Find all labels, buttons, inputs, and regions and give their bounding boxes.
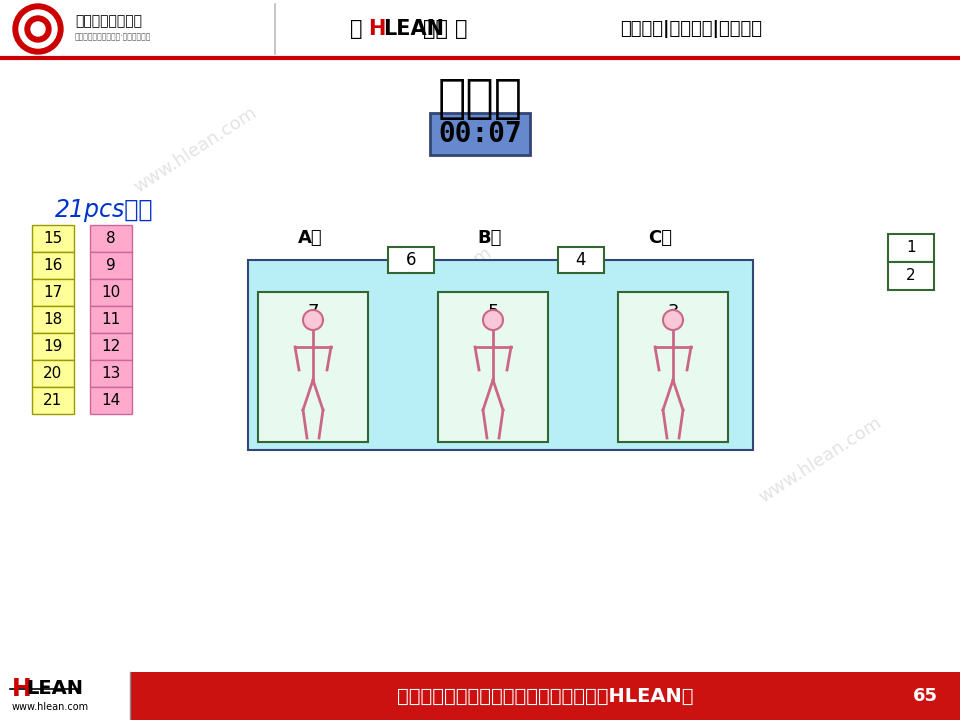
Text: 学堂: 学堂 [423, 19, 448, 39]
Text: H: H [368, 19, 385, 39]
Bar [90, 306, 132, 333]
Text: 精益生产|智能制造|管理前沿: 精益生产|智能制造|管理前沿 [620, 20, 762, 38]
Text: 6: 6 [406, 251, 417, 269]
Text: 做行业标杆，找精弘益；要幸福高效，用HLEAN！: 做行业标杆，找精弘益；要幸福高效，用HLEAN！ [396, 686, 693, 706]
Bar [90, 225, 132, 252]
Text: H: H [12, 677, 32, 701]
Circle shape [31, 22, 45, 36]
Bar [258, 292, 368, 442]
Text: 21pcs产品: 21pcs产品 [55, 198, 154, 222]
Text: LEAN: LEAN [383, 19, 444, 39]
Text: 中国先进精益管理体系·智能制造系统: 中国先进精益管理体系·智能制造系统 [75, 32, 152, 42]
Bar [90, 387, 132, 414]
Bar [248, 260, 753, 450]
Text: C站: C站 [648, 229, 672, 247]
Text: 精益生产促进中心: 精益生产促进中心 [75, 14, 142, 28]
Text: 20: 20 [43, 366, 62, 381]
Text: www.hlean.com: www.hlean.com [366, 243, 494, 336]
Text: 》: 》 [455, 19, 468, 39]
Bar [32, 252, 74, 279]
Bar [888, 262, 934, 290]
Bar [438, 292, 548, 442]
Text: 3: 3 [667, 303, 679, 321]
Bar [32, 306, 74, 333]
Circle shape [483, 310, 503, 330]
Bar [388, 247, 434, 273]
Bar [888, 234, 934, 262]
Text: 65: 65 [913, 687, 938, 705]
Bar [32, 387, 74, 414]
Text: 13: 13 [102, 366, 121, 381]
Text: A站: A站 [298, 229, 323, 247]
Circle shape [303, 310, 323, 330]
Bar [32, 360, 74, 387]
Text: 2: 2 [906, 269, 916, 284]
Bar [0, 672, 960, 720]
Text: 17: 17 [43, 285, 62, 300]
Circle shape [663, 310, 683, 330]
Text: 11: 11 [102, 312, 121, 327]
Bar [0, 0, 960, 58]
Text: 16: 16 [43, 258, 62, 273]
Text: 10: 10 [102, 285, 121, 300]
Text: 5: 5 [488, 303, 499, 321]
Circle shape [25, 16, 51, 42]
Bar [32, 333, 74, 360]
Text: B站: B站 [478, 229, 502, 247]
Bar [558, 247, 604, 273]
Text: 1: 1 [906, 240, 916, 256]
Text: 21: 21 [43, 393, 62, 408]
Text: 7: 7 [307, 303, 319, 321]
Bar [90, 360, 132, 387]
Circle shape [13, 4, 63, 54]
Text: 9: 9 [107, 258, 116, 273]
Text: 18: 18 [43, 312, 62, 327]
Circle shape [19, 10, 57, 48]
Text: 19: 19 [43, 339, 62, 354]
Bar [32, 279, 74, 306]
Text: 单件流: 单件流 [438, 78, 522, 122]
Text: 4: 4 [576, 251, 587, 269]
Bar [32, 225, 74, 252]
Text: 12: 12 [102, 339, 121, 354]
Bar [90, 279, 132, 306]
Bar [90, 252, 132, 279]
Text: 15: 15 [43, 231, 62, 246]
Bar [0, 672, 130, 720]
Text: 00:07: 00:07 [438, 120, 522, 148]
Text: www.hlean.com: www.hlean.com [606, 333, 734, 426]
Text: www.hlean.com: www.hlean.com [756, 413, 885, 506]
Text: www.hlean.com: www.hlean.com [12, 701, 89, 711]
Bar [90, 333, 132, 360]
Text: 8: 8 [107, 231, 116, 246]
Bar [618, 292, 728, 442]
Text: 14: 14 [102, 393, 121, 408]
Text: LEAN: LEAN [26, 679, 83, 698]
Text: www.hlean.com: www.hlean.com [131, 104, 260, 197]
Bar [430, 113, 530, 155]
Text: 《: 《 [350, 19, 363, 39]
